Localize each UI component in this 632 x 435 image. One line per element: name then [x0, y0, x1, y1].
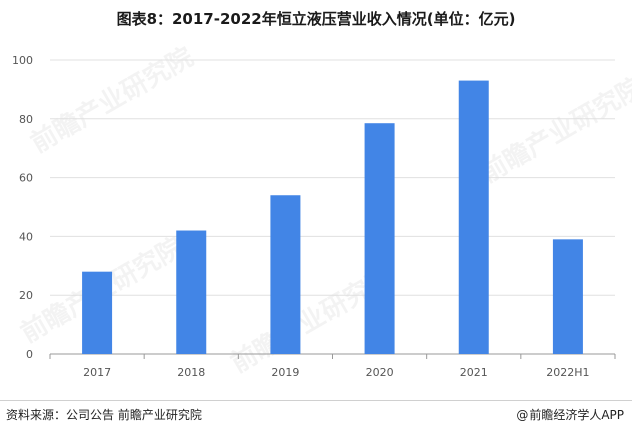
brand-label: 前瞻经济学人APP	[529, 408, 624, 422]
y-tick-label: 60	[19, 172, 33, 185]
y-tick-label: 100	[12, 54, 33, 67]
bar	[458, 80, 489, 354]
bar	[364, 123, 395, 355]
footer-divider	[0, 400, 632, 401]
source-note: 资料来源：公司公告 前瞻产业研究院	[6, 408, 202, 422]
bar	[270, 195, 301, 354]
x-tick-label: 2020	[366, 366, 394, 379]
chart-title: 图表8：2017-2022年恒立液压营业收入情况(单位：亿元)	[116, 10, 516, 28]
bar	[176, 230, 207, 354]
x-tick-label: 2021	[460, 366, 488, 379]
y-tick-label: 80	[19, 113, 33, 126]
y-tick-label: 40	[19, 230, 33, 243]
bar	[82, 271, 113, 354]
x-tick-label: 2022H1	[546, 366, 589, 379]
x-tick-label: 2018	[177, 366, 205, 379]
brand-credit: @前瞻经济学人APP	[516, 406, 624, 423]
y-tick-label: 20	[19, 289, 33, 302]
at-icon: @	[516, 408, 529, 422]
x-tick-label: 2017	[83, 366, 111, 379]
bar	[552, 239, 583, 354]
bar-chart: 0 20 40 60 80 100 2017 2018 2019 2020 2021 2022H1	[12, 54, 616, 379]
y-tick-label: 0	[26, 348, 33, 361]
x-tick-label: 2019	[271, 366, 299, 379]
